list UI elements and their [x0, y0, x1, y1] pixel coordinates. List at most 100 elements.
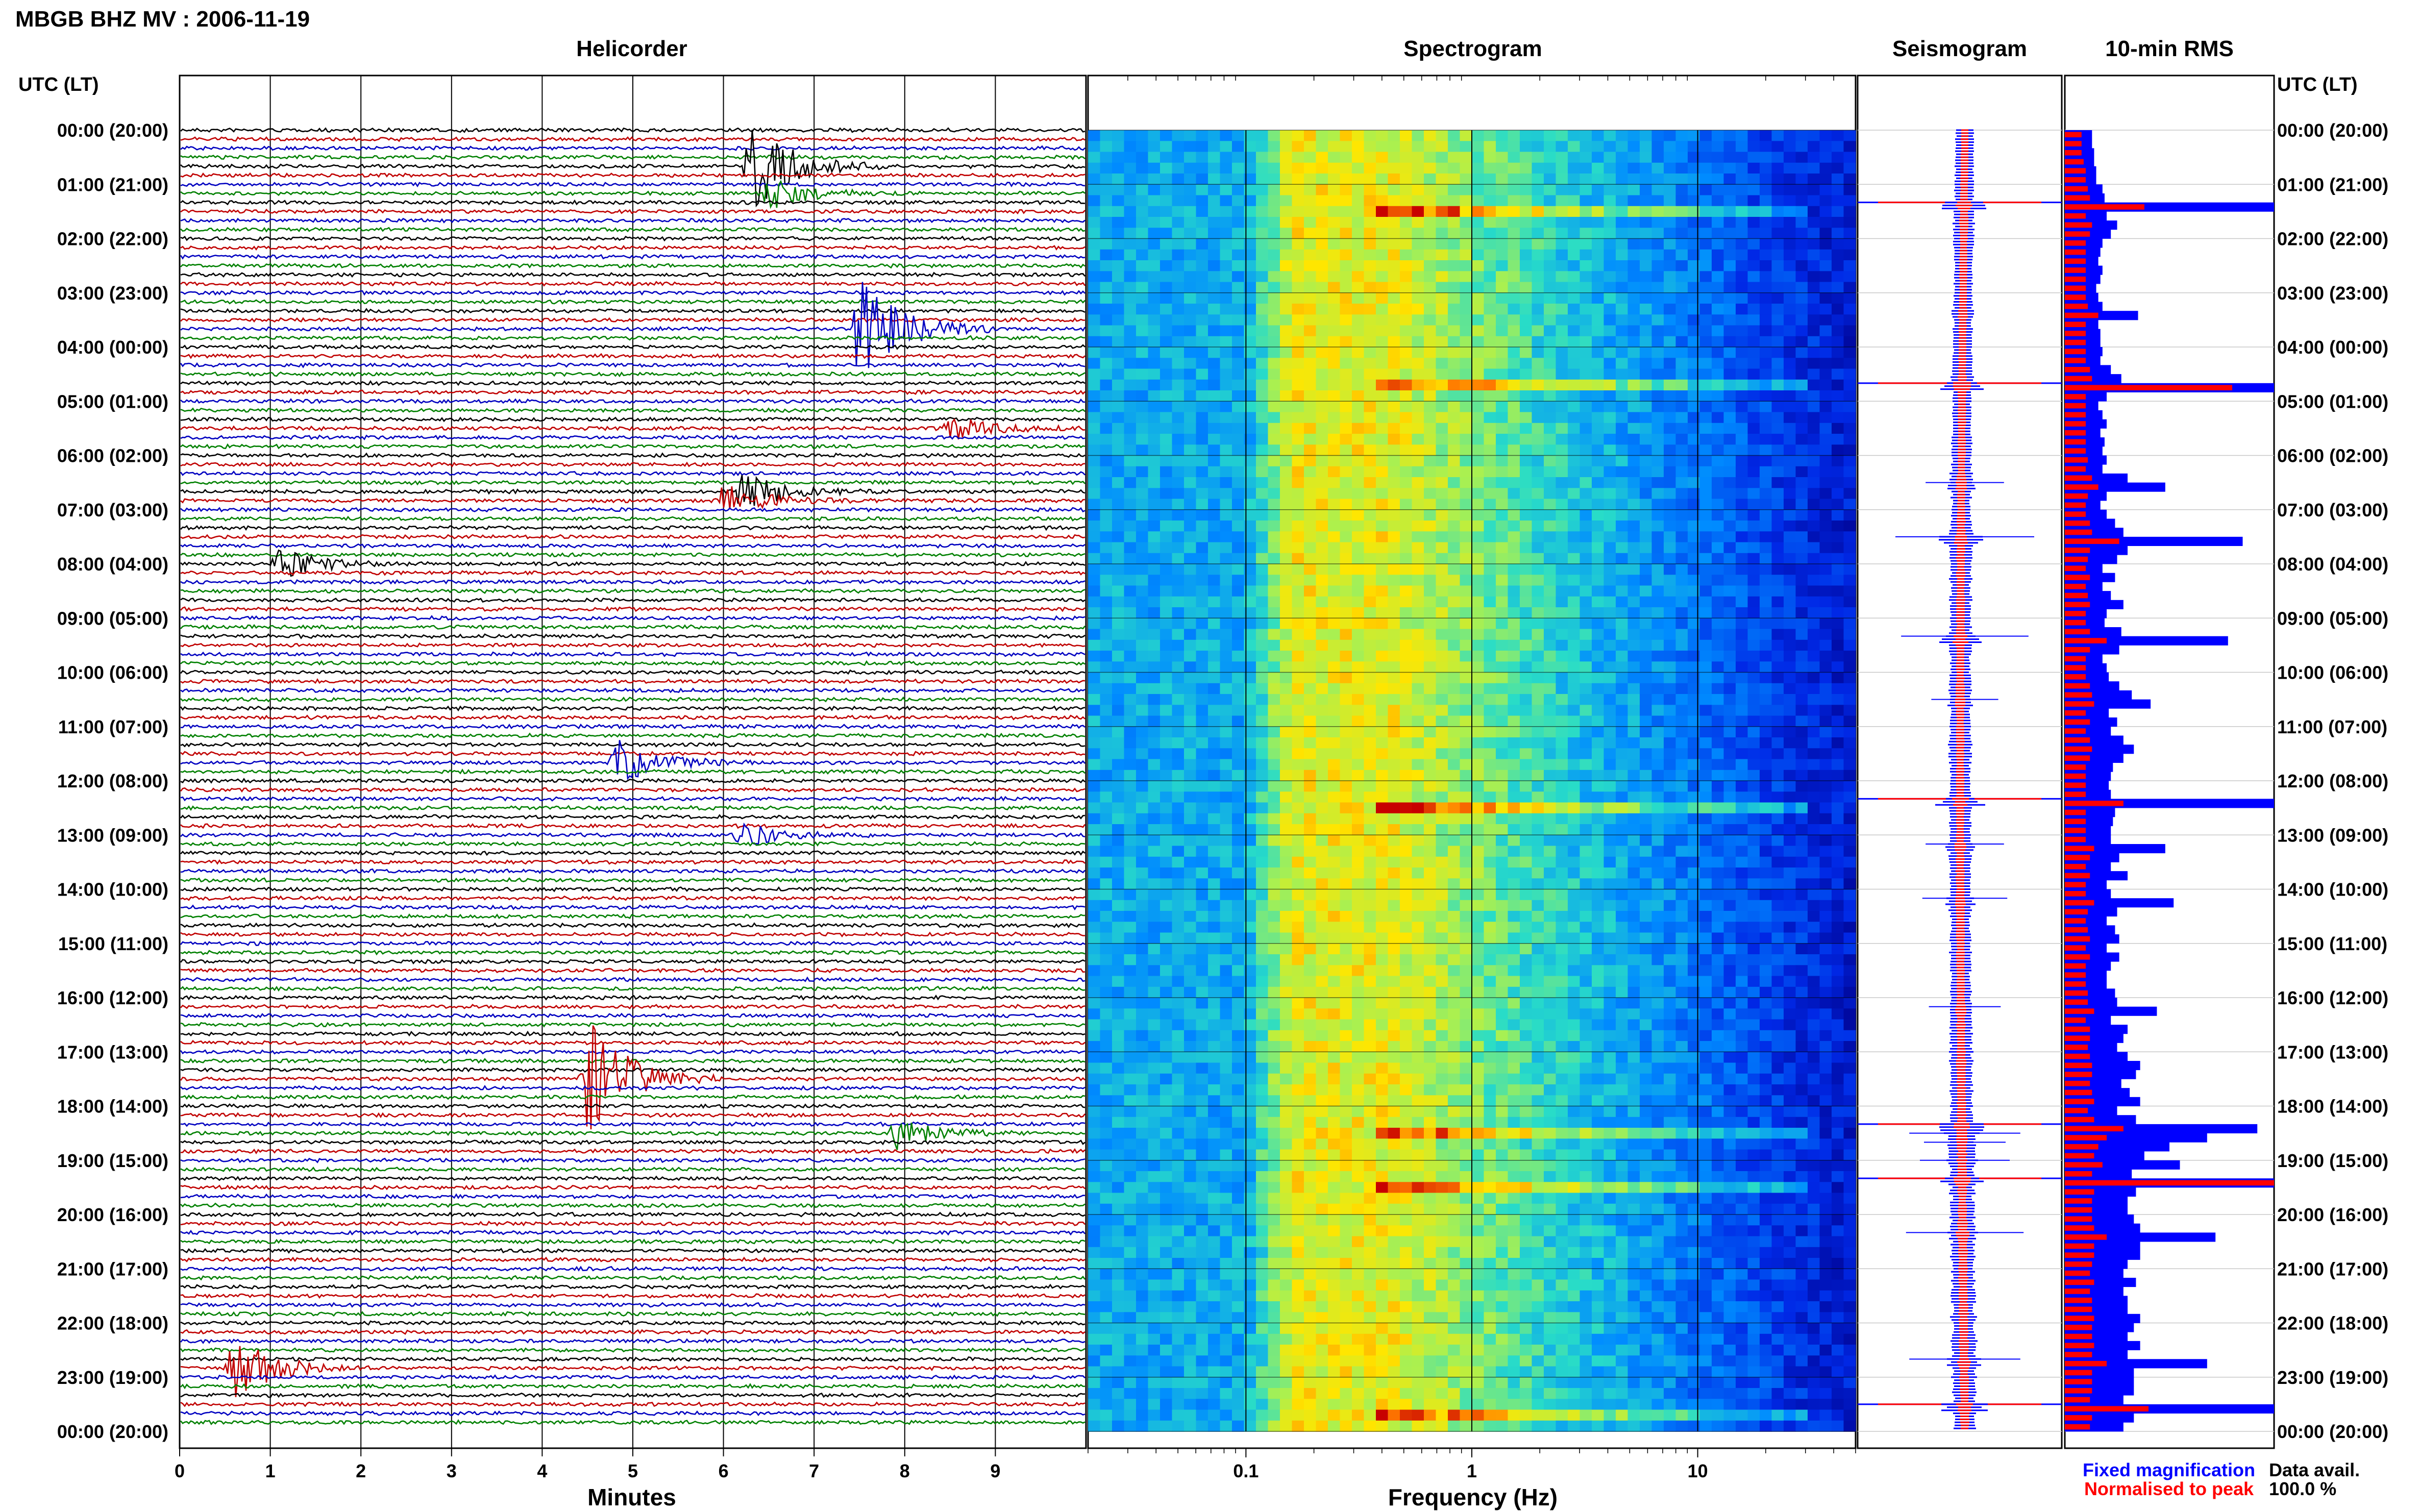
- spectrogram-cell: [1352, 325, 1365, 337]
- spectrogram-cell: [1592, 607, 1605, 618]
- spectrogram-cell: [1603, 173, 1616, 185]
- spectrogram-cell: [1675, 358, 1688, 369]
- spectrogram-cell: [1304, 509, 1317, 521]
- spectrogram-cell: [1808, 141, 1820, 153]
- spectrogram-cell: [1664, 922, 1676, 933]
- spectrogram-cell: [1136, 575, 1149, 586]
- spectrogram-cell: [1532, 911, 1544, 922]
- spectrogram-cell: [1220, 292, 1232, 304]
- spectrogram-cell: [1579, 791, 1592, 803]
- spectrogram-cell: [1736, 130, 1748, 141]
- spectrogram-cell: [1460, 813, 1472, 825]
- spectrogram-cell: [1472, 878, 1485, 890]
- helicorder-trace: [180, 1248, 1085, 1254]
- spectrogram-cell: [1148, 477, 1161, 488]
- spectrogram-cell: [1316, 282, 1328, 293]
- spectrogram-cell: [1112, 401, 1125, 413]
- spectrogram-cell: [1795, 401, 1808, 413]
- spectrogram-cell: [1388, 585, 1400, 597]
- spectrogram-cell: [1795, 347, 1808, 358]
- spectrogram-cell: [1544, 477, 1557, 488]
- spectrogram-cell: [1520, 401, 1533, 413]
- spectrogram-cell: [1723, 900, 1736, 911]
- spectrogram-cell: [1124, 206, 1137, 217]
- spectrogram-cell: [1196, 575, 1208, 586]
- spectrogram-cell: [1771, 173, 1784, 185]
- spectrogram-cell: [1603, 759, 1616, 771]
- spectrogram-cell: [1496, 553, 1509, 564]
- spectrogram-cell: [1196, 260, 1208, 271]
- spectrogram-cell: [1340, 434, 1352, 445]
- spectrogram-cell: [1424, 629, 1437, 640]
- spectrogram-cell: [1472, 292, 1485, 304]
- spectrogram-cell: [1784, 477, 1796, 488]
- spectrogram-cell: [1472, 347, 1485, 358]
- spectrogram-cell: [1508, 932, 1520, 944]
- spectrogram-cell: [1340, 531, 1352, 543]
- spectrogram-cell: [1232, 737, 1245, 749]
- spectrogram-cell: [1592, 672, 1605, 684]
- spectrogram-cell: [1388, 748, 1400, 760]
- spectrogram-cell: [1340, 726, 1352, 738]
- spectrogram-cell: [1508, 412, 1520, 424]
- spectrogram-cell: [1472, 943, 1485, 955]
- spectrogram-cell: [1400, 184, 1413, 196]
- spectrogram-cell: [1088, 878, 1101, 890]
- spectrogram-cell: [1124, 867, 1137, 879]
- spectrogram-cell: [1496, 423, 1509, 434]
- helicorder-trace: [181, 723, 1085, 730]
- spectrogram-cell: [1736, 325, 1748, 337]
- spectrogram-cell: [1579, 368, 1592, 380]
- spectrogram-cell: [1760, 423, 1772, 434]
- spectrogram-cell: [1544, 401, 1557, 413]
- spectrogram-cell: [1388, 564, 1400, 575]
- spectrogram-cell: [1508, 856, 1520, 868]
- spectrogram-cell: [1664, 813, 1676, 825]
- spectrogram-cell: [1208, 651, 1221, 662]
- spectrogram-cell: [1699, 184, 1712, 196]
- spectrogram-cell: [1292, 651, 1304, 662]
- spectrogram-cell: [1376, 661, 1389, 673]
- spectrogram-cell: [1328, 314, 1341, 326]
- spectrogram-cell: [1556, 444, 1568, 456]
- spectrogram-cell: [1208, 553, 1221, 564]
- spectrogram-cell: [1388, 412, 1400, 424]
- spectrogram-cell: [1352, 141, 1365, 153]
- spectrogram-cell: [1843, 791, 1856, 803]
- spectrogram-cell: [1651, 509, 1664, 521]
- spectrogram-cell: [1112, 499, 1125, 510]
- spectrogram-cell: [1843, 401, 1856, 413]
- spectrogram-cell: [1544, 846, 1557, 857]
- spectrogram-cell: [1568, 856, 1581, 868]
- spectrogram-cell: [1747, 759, 1760, 771]
- spectrogram-cell: [1712, 184, 1724, 196]
- spectrogram-cell: [1100, 488, 1113, 500]
- spectrogram-cell: [1388, 694, 1400, 705]
- spectrogram-cell: [1268, 260, 1280, 271]
- spectrogram-cell: [1448, 499, 1461, 510]
- spectrogram-cell: [1388, 260, 1400, 271]
- spectrogram-cell: [1328, 184, 1341, 196]
- spectrogram-cell: [1424, 141, 1437, 153]
- spectrogram-cell: [1364, 412, 1376, 424]
- spectrogram-cell: [1376, 249, 1389, 261]
- spectrogram-cell: [1208, 292, 1221, 304]
- spectrogram-cell: [1508, 347, 1520, 358]
- spectrogram-cell: [1328, 835, 1341, 847]
- spectrogram-cell: [1172, 412, 1184, 424]
- spectrogram-cell: [1627, 238, 1640, 250]
- spectrogram-cell: [1184, 444, 1197, 456]
- spectrogram-cell: [1616, 575, 1628, 586]
- spectrogram-cell: [1412, 390, 1424, 402]
- spectrogram-cell: [1376, 651, 1389, 662]
- spectrogram-cell: [1603, 347, 1616, 358]
- spectrogram-cell: [1819, 206, 1832, 217]
- spectrogram-cell: [1819, 238, 1832, 250]
- spectrogram-cell: [1424, 737, 1437, 749]
- spectrogram-cell: [1172, 824, 1184, 835]
- spectrogram-cell: [1352, 661, 1365, 673]
- spectrogram-cell: [1316, 412, 1328, 424]
- spectrogram-cell: [1340, 781, 1352, 792]
- spectrogram-cell: [1472, 889, 1485, 901]
- spectrogram-cell: [1424, 292, 1437, 304]
